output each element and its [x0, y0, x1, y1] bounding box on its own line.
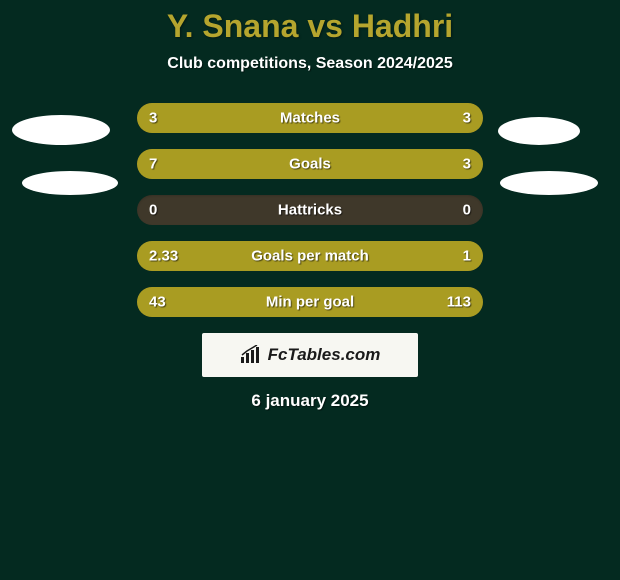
- stats-block: 3 3 Matches 7 3 Goals 0 0 Hattricks 2.33 1 Goals pe…: [0, 103, 620, 317]
- stat-value-left: 3: [149, 110, 157, 127]
- stat-row: 3 3 Matches: [137, 103, 483, 133]
- team-ellipse-3: [500, 171, 598, 195]
- stat-value-right: 0: [463, 202, 471, 219]
- stat-value-right: 113: [447, 294, 471, 311]
- stat-value-right: 3: [463, 110, 471, 127]
- stat-label: Min per goal: [266, 294, 354, 311]
- stat-bar-left: [137, 149, 372, 179]
- brand-text: FcTables.com: [268, 345, 381, 365]
- chart-icon: [240, 345, 262, 365]
- stat-label: Matches: [280, 110, 340, 127]
- stat-row: 43 113 Min per goal: [137, 287, 483, 317]
- subtitle: Club competitions, Season 2024/2025: [0, 55, 620, 73]
- stat-row: 0 0 Hattricks: [137, 195, 483, 225]
- stat-label: Goals: [289, 156, 331, 173]
- brand-box: FcTables.com: [202, 333, 418, 377]
- team-ellipse-1: [22, 171, 118, 195]
- team-ellipse-0: [12, 115, 110, 145]
- stat-value-left: 43: [149, 294, 166, 311]
- stat-label: Hattricks: [278, 202, 342, 219]
- stat-value-right: 1: [463, 248, 471, 265]
- stat-value-left: 7: [149, 156, 157, 173]
- page-title: Y. Snana vs Hadhri: [0, 0, 620, 45]
- comparison-card: Y. Snana vs Hadhri Club competitions, Se…: [0, 0, 620, 580]
- stat-label: Goals per match: [251, 248, 369, 265]
- date-label: 6 january 2025: [0, 391, 620, 411]
- stat-row: 7 3 Goals: [137, 149, 483, 179]
- team-ellipse-2: [498, 117, 580, 145]
- stat-row: 2.33 1 Goals per match: [137, 241, 483, 271]
- stat-value-left: 0: [149, 202, 157, 219]
- stat-value-right: 3: [463, 156, 471, 173]
- stat-value-left: 2.33: [149, 248, 178, 265]
